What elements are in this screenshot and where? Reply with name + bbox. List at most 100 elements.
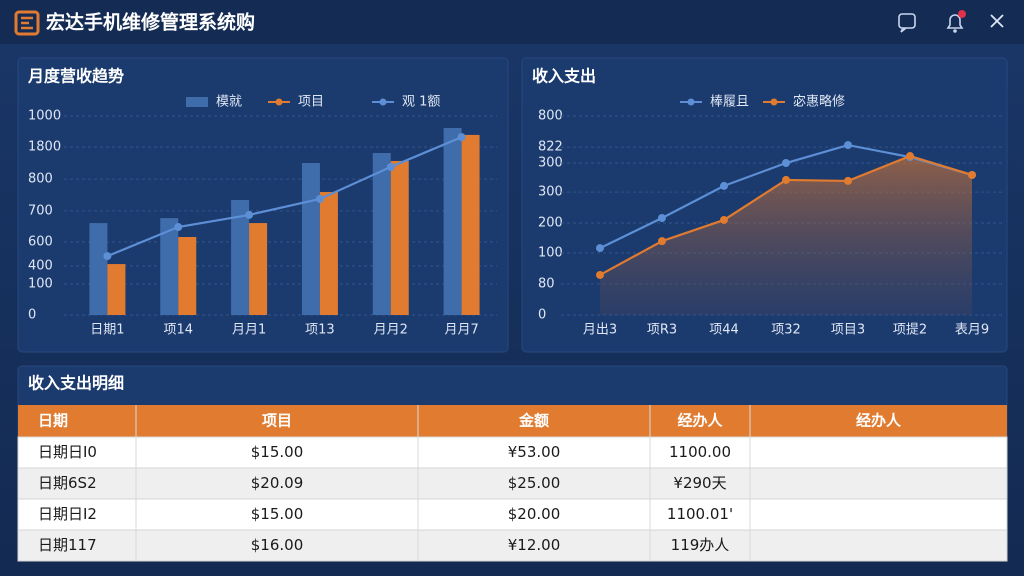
line (106, 136, 463, 258)
x-tick-label: 项R3 (647, 323, 677, 338)
legend-label: 项目 (298, 95, 324, 110)
x-tick-label: 项14 (163, 323, 193, 338)
point (658, 237, 666, 246)
point (720, 215, 728, 224)
app-title: 宏达手机维修管理系统购 (46, 11, 255, 34)
table-cell: 1100.01' (667, 505, 733, 523)
table-cell: $15.00 (251, 443, 304, 461)
table-title: 收入支出明细 (28, 374, 124, 393)
y-tick-label: 1800 (28, 140, 61, 155)
table-row (17, 498, 1008, 531)
point (658, 213, 666, 222)
point (174, 223, 183, 232)
bar (443, 127, 462, 315)
y-tick-label: 0 (28, 308, 36, 323)
x-tick-label: 表月9 (955, 323, 989, 338)
point (968, 170, 976, 179)
x-tick-label: 日期1 (90, 323, 124, 338)
x-tick-label: 月月7 (444, 323, 478, 338)
bar (160, 218, 179, 315)
x-tick-label: 项目3 (831, 323, 865, 338)
point (596, 244, 604, 253)
table-cell: ¥290天 (673, 474, 726, 492)
point (245, 210, 254, 219)
point (103, 252, 112, 261)
point (782, 175, 790, 184)
area (600, 156, 972, 315)
point (844, 141, 852, 150)
bar (89, 223, 108, 315)
y-tick-label: 200 (538, 215, 563, 230)
x-tick-label: 项44 (709, 323, 739, 338)
legend-label: 棒履且 (710, 95, 749, 110)
point (596, 270, 604, 279)
y-tick-label: 300 (538, 156, 563, 171)
table-cell: $20.09 (251, 474, 304, 492)
legend-swatch (770, 98, 778, 106)
table-cell: $25.00 (508, 474, 561, 492)
bar (301, 162, 320, 315)
x-tick-label: 月月2 (374, 323, 408, 338)
y-tick-label: 600 (28, 234, 53, 249)
x-tick-label: 项13 (305, 323, 335, 338)
table-cell: $15.00 (251, 505, 304, 523)
legend-label: 观 1额 (402, 95, 440, 110)
close-icon[interactable] (990, 14, 1004, 28)
y-tick-label: 800 (28, 172, 53, 187)
legend-label: 宓惠略修 (793, 94, 845, 110)
table-row (17, 529, 1008, 562)
point (844, 176, 852, 185)
point (720, 181, 728, 190)
y-tick-label: 800 (538, 109, 563, 124)
table-cell: 日期日I0 (38, 443, 97, 461)
y-tick-label: 100 (28, 276, 53, 291)
legend-swatch (687, 98, 695, 106)
point (906, 152, 914, 161)
bar (249, 223, 268, 315)
table-cell: 日期日I2 (38, 505, 97, 523)
legend-swatch (186, 97, 208, 107)
column-header: 金额 (518, 412, 549, 430)
x-tick-label: 项32 (771, 323, 801, 338)
column-header: 项目 (262, 412, 292, 430)
y-tick-label: 100 (538, 246, 563, 261)
table-cell: ¥53.00 (508, 443, 561, 461)
table-cell: ¥12.00 (508, 536, 561, 554)
y-tick-label: 822 (538, 140, 563, 155)
table-row (17, 467, 1008, 500)
legend-swatch (275, 98, 283, 106)
bar (461, 134, 480, 315)
header-bar (0, 0, 1024, 44)
table-cell: 日期6S2 (38, 474, 97, 492)
logo (14, 10, 40, 36)
y-tick-label: 400 (28, 259, 53, 274)
column-header: 日期 (38, 412, 68, 430)
point (782, 159, 790, 168)
table-cell: $20.00 (508, 505, 561, 523)
y-tick-label: 1000 (28, 109, 61, 124)
bar (107, 264, 126, 315)
table-header (18, 405, 1007, 437)
table-cell: $16.00 (251, 536, 304, 554)
column-header: 经办人 (677, 412, 723, 430)
legend-swatch (379, 98, 387, 106)
y-tick-label: 300 (538, 185, 563, 200)
x-tick-label: 月出3 (583, 323, 617, 338)
point (315, 194, 324, 203)
bar (390, 160, 409, 315)
legend-label: 模就 (216, 95, 242, 110)
table-cell: 119办人 (671, 536, 730, 554)
message-icon[interactable] (898, 13, 916, 33)
x-tick-label: 月月1 (232, 323, 266, 338)
y-tick-label: 700 (28, 203, 53, 218)
chart-title: 收入支出 (532, 67, 596, 86)
bar (372, 153, 391, 315)
bar (319, 192, 338, 315)
table-cell: 日期117 (38, 536, 97, 554)
table-row (17, 436, 1008, 469)
y-tick-label: 0 (538, 308, 546, 323)
x-tick-label: 项提2 (893, 322, 927, 338)
bell-icon[interactable] (946, 10, 966, 33)
